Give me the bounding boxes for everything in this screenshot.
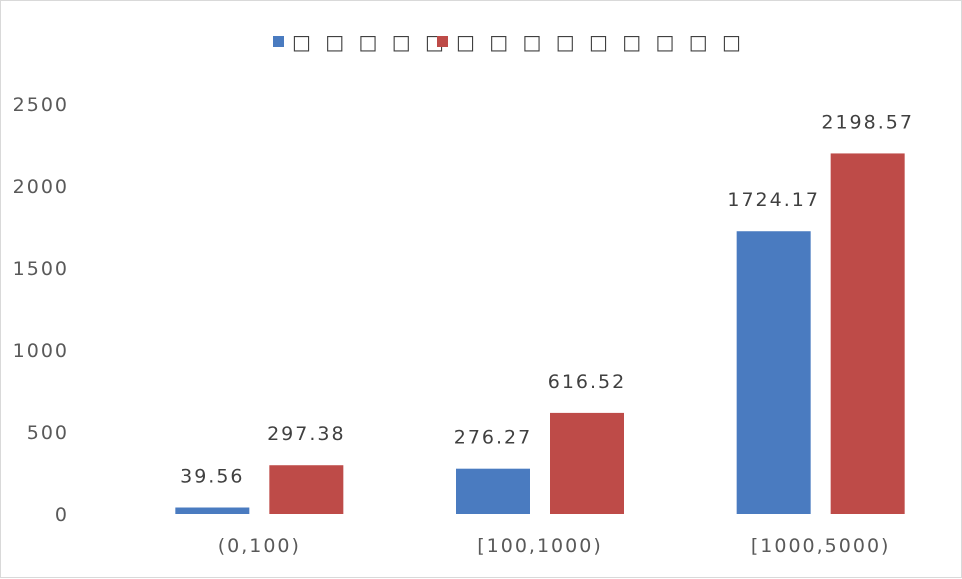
y-tick-label: 0 <box>55 504 69 526</box>
y-tick-label: 2000 <box>13 176 69 198</box>
bar-series1 <box>175 507 250 514</box>
legend: □ □ □ □ □ □ □ □ □ □ □ □ □ □ <box>273 30 745 54</box>
bar-series1 <box>456 468 530 514</box>
data-label: 2198.57 <box>821 111 914 133</box>
x-tick-label: [1000,5000) <box>751 535 891 557</box>
bars: 39.56 297.38 276.27 616.52 1724.17 2198.57 <box>175 111 914 515</box>
bar-series1 <box>736 231 811 514</box>
data-label: 297.38 <box>267 423 345 445</box>
data-label: 276.27 <box>454 427 532 449</box>
x-axis: (0,100) [100,1000) [1000,5000) <box>218 535 891 557</box>
legend-label: □ □ □ □ □ □ □ □ □ <box>456 30 745 54</box>
bar-series2 <box>550 412 624 514</box>
y-tick-label: 500 <box>27 422 69 444</box>
y-tick-label: 1500 <box>13 258 69 280</box>
legend-swatch <box>437 36 448 47</box>
bar-series2 <box>830 153 905 515</box>
y-axis: 0 500 1000 1500 2000 2500 <box>13 94 69 526</box>
legend-label: □ □ □ □ □ <box>292 30 448 54</box>
x-tick-label: (0,100) <box>218 535 301 557</box>
data-label: 1724.17 <box>727 189 820 211</box>
bar-series2 <box>269 465 344 514</box>
x-tick-label: [100,1000) <box>477 535 602 557</box>
data-label: 616.52 <box>548 371 626 393</box>
y-tick-label: 1000 <box>13 340 69 362</box>
y-tick-label: 2500 <box>13 94 69 116</box>
data-label: 39.56 <box>180 466 244 488</box>
legend-swatch <box>273 36 284 47</box>
